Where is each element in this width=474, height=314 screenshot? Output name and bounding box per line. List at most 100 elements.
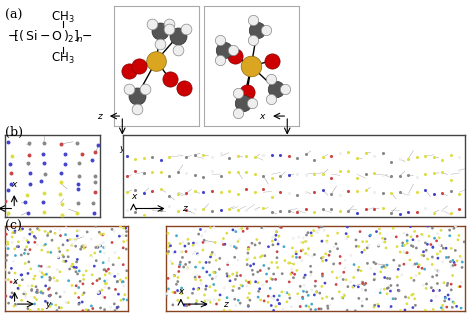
Point [319, 255, 327, 260]
Point [413, 234, 421, 239]
Point [46, 275, 54, 280]
Point [247, 263, 255, 268]
Point [421, 187, 429, 192]
Point [185, 302, 193, 307]
Point [115, 304, 122, 309]
Point [359, 280, 366, 285]
Point [207, 300, 214, 305]
Point [242, 207, 250, 212]
Point [434, 252, 441, 257]
Point [25, 153, 33, 158]
Point [192, 277, 200, 282]
Point [383, 291, 391, 296]
Point [244, 226, 251, 231]
Point [225, 188, 233, 193]
Point [409, 244, 417, 249]
Point [392, 234, 400, 239]
Point [171, 273, 178, 278]
Point [302, 152, 310, 157]
Point [60, 254, 67, 259]
Point [259, 173, 267, 178]
Point [396, 189, 403, 194]
Point [174, 288, 182, 293]
Point [40, 141, 48, 146]
Point [91, 263, 98, 268]
Point [242, 169, 250, 174]
Point [261, 253, 269, 258]
Point [230, 48, 237, 53]
Point [55, 305, 63, 310]
Point [288, 266, 295, 271]
Point [194, 301, 201, 306]
Point [301, 273, 308, 278]
Text: y: y [284, 144, 290, 153]
Point [17, 228, 24, 233]
Point [399, 243, 407, 248]
Point [311, 284, 319, 289]
Point [56, 294, 64, 299]
Point [239, 101, 247, 106]
Point [45, 231, 52, 236]
Point [108, 240, 116, 245]
Point [208, 189, 216, 194]
Point [238, 283, 246, 288]
Point [273, 255, 281, 260]
Point [312, 307, 319, 312]
Point [165, 241, 173, 246]
Point [285, 279, 293, 284]
Point [101, 267, 109, 272]
Point [430, 171, 438, 176]
Point [433, 238, 440, 243]
Point [101, 279, 109, 284]
Point [427, 242, 435, 247]
Point [208, 169, 216, 174]
Point [80, 290, 88, 295]
Point [401, 307, 409, 312]
Point [411, 296, 419, 301]
Point [174, 208, 182, 214]
Point [281, 87, 289, 92]
Point [229, 288, 237, 293]
Point [356, 229, 364, 234]
Point [164, 251, 172, 256]
Point [183, 265, 191, 270]
Point [56, 227, 64, 232]
Point [210, 270, 218, 275]
Point [319, 258, 327, 263]
Point [308, 302, 316, 307]
Point [435, 269, 443, 274]
Point [198, 233, 206, 238]
Point [264, 300, 272, 305]
Point [79, 281, 87, 286]
Point [225, 206, 233, 211]
Point [40, 191, 48, 196]
Point [364, 261, 371, 266]
Point [105, 256, 113, 261]
Point [72, 291, 79, 296]
Point [280, 244, 288, 249]
Point [73, 258, 81, 263]
Point [429, 274, 437, 279]
Point [275, 234, 283, 239]
Point [226, 308, 233, 313]
Point [383, 286, 391, 291]
Point [397, 308, 404, 313]
Point [328, 176, 335, 181]
Point [293, 192, 301, 198]
Point [375, 242, 383, 247]
Point [450, 260, 458, 265]
Point [319, 155, 327, 160]
Text: (b): (b) [5, 126, 23, 138]
Point [439, 307, 447, 312]
Point [12, 303, 20, 308]
Point [208, 252, 215, 257]
Point [28, 287, 36, 292]
Point [46, 264, 53, 269]
Point [10, 304, 18, 309]
Point [74, 181, 82, 186]
Point [341, 265, 349, 270]
Point [24, 161, 32, 166]
Point [181, 244, 189, 249]
Point [75, 302, 82, 307]
Point [231, 53, 238, 58]
